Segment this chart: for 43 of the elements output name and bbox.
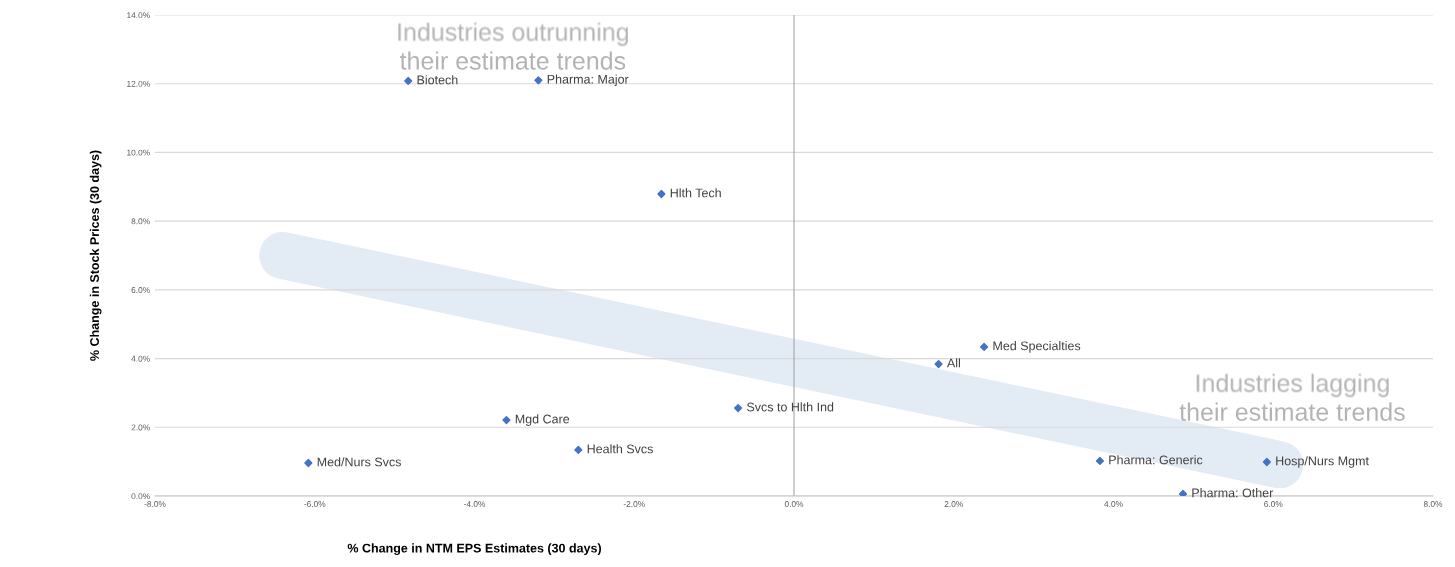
annotation: Industries outrunning their estimate trends xyxy=(398,22,628,70)
y-tick-label: 12.0% xyxy=(127,80,150,87)
annotation: Med Specialties xyxy=(993,341,1081,353)
annotation: Svcs to Hlth Ind xyxy=(746,402,834,412)
x-axis-title: % Change in NTM EPS Estimates (30 days) xyxy=(347,543,601,556)
x-tick-label: -2.0% xyxy=(623,501,645,507)
annotation: Health Svcs xyxy=(587,444,653,454)
point xyxy=(733,403,743,413)
annotation: Hlth Tech xyxy=(670,188,721,198)
y-tick-label: 8.0% xyxy=(131,218,150,225)
x-tick-label: 0.0% xyxy=(784,501,804,507)
annotation: Mgd Care xyxy=(515,414,570,426)
x-tick-label: -8.0% xyxy=(144,501,166,507)
annotation: Pharma: Generic xyxy=(1109,455,1203,465)
point xyxy=(574,445,583,455)
annotation: Pharma: Other xyxy=(1192,488,1274,498)
annotation: Industries lagging their estimate trends xyxy=(1179,373,1405,421)
x-tick-label: 2.0% xyxy=(944,501,963,507)
point xyxy=(934,359,943,369)
point xyxy=(534,76,543,85)
annotation: Hosp/Nurs Mgmt xyxy=(1276,456,1369,468)
y-tick-label: 14.0% xyxy=(127,12,150,19)
point xyxy=(980,342,989,351)
y-tick-label: 2.0% xyxy=(131,424,150,431)
x-tick-label: 8.0% xyxy=(1423,501,1443,507)
y-tick-label: 10.0% xyxy=(127,149,150,156)
point xyxy=(404,76,413,86)
x-tick-label: -4.0% xyxy=(463,501,486,507)
point xyxy=(1262,457,1271,467)
y-axis-title: % Change in Stock Prices (30 days) xyxy=(89,150,102,361)
point xyxy=(1178,489,1188,496)
annotation: Med/Nurs Svcs xyxy=(317,457,401,467)
point xyxy=(304,458,313,468)
x-tick-label: 4.0% xyxy=(1104,501,1123,507)
x-tick-label: -6.0% xyxy=(304,501,326,507)
x-tick-label: 6.0% xyxy=(1264,501,1283,507)
y-tick-label: 6.0% xyxy=(131,287,150,293)
annotation: Biotech xyxy=(417,75,458,85)
point xyxy=(1095,456,1105,466)
y-tick-label: 4.0% xyxy=(131,355,150,362)
annotation: All xyxy=(946,358,960,368)
y-tick-label: 0.0% xyxy=(131,493,150,500)
annotation: Pharma: Major xyxy=(547,74,629,87)
